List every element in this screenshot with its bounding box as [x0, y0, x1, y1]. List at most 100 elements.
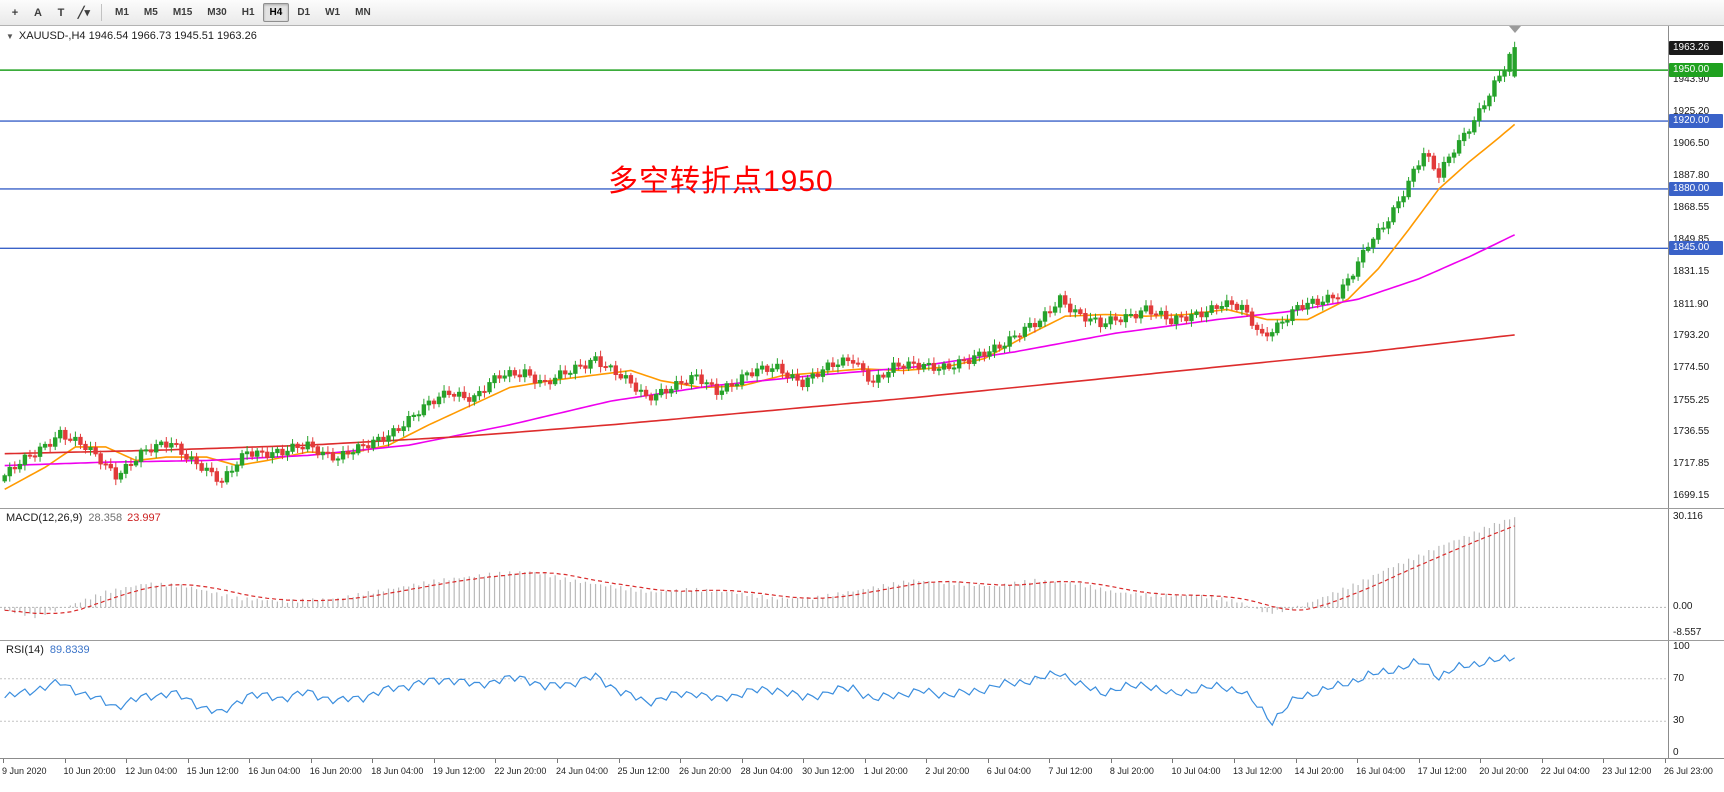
timeframe-m5[interactable]: M5: [143, 7, 158, 18]
candle: [401, 426, 406, 432]
candle: [1472, 120, 1477, 133]
candle: [1315, 298, 1320, 305]
price-axis[interactable]: 1943.90 1925.20 1906.50 1887.80 1868.55 1849.…: [1668, 26, 1724, 508]
time-tick: [1172, 759, 1174, 763]
candle: [1320, 301, 1325, 305]
candle: [376, 436, 381, 441]
candle: [1285, 320, 1290, 323]
candle: [861, 363, 866, 371]
candle: [1103, 323, 1108, 328]
timeframe-m1[interactable]: M1: [115, 7, 129, 18]
time-tick: [864, 759, 866, 763]
rsi-axis-tick: 0: [1673, 747, 1679, 758]
candle: [1229, 300, 1235, 305]
candle: [537, 379, 543, 384]
candle: [209, 467, 214, 473]
chart-annotation[interactable]: 多空转折点1950: [608, 165, 834, 198]
candle: [280, 448, 285, 456]
rsi-panel: RSI(14) 89.8339 100 70 30 0: [0, 640, 1724, 758]
candle: [1411, 168, 1416, 182]
chart-shift-marker-icon[interactable]: [1509, 26, 1521, 33]
candle: [103, 463, 108, 466]
time-tick: [1110, 759, 1112, 763]
time-label: 16 Jul 04:00: [1356, 766, 1406, 776]
candle: [1143, 305, 1149, 312]
candle: [1184, 316, 1189, 322]
timeframe-w1[interactable]: W1: [325, 7, 341, 18]
candle: [1214, 305, 1219, 309]
candle: [749, 372, 755, 377]
candle: [108, 463, 113, 469]
candle: [1416, 165, 1421, 170]
candle: [477, 390, 482, 397]
candle: [754, 368, 760, 377]
timeframe-d1[interactable]: D1: [297, 7, 311, 18]
collapse-icon[interactable]: ▼: [6, 31, 14, 41]
candle: [1017, 335, 1022, 338]
time-label: 6 Jul 04:00: [986, 766, 1031, 776]
crosshair-icon[interactable]: +: [11, 6, 19, 19]
candle: [1068, 303, 1073, 313]
time-axis[interactable]: 9 Jun 2020 10 Jun 20:00 12 Jun 04:00 15 Jun…: [0, 758, 1724, 792]
candle: [704, 382, 709, 385]
candle: [1194, 311, 1199, 316]
candle: [1219, 306, 1224, 309]
rsi-axis[interactable]: 100 70 30 0: [1668, 641, 1724, 758]
draw-tools-dropdown[interactable]: ╱▾: [77, 7, 91, 19]
candle: [1350, 275, 1356, 280]
candle: [63, 429, 68, 440]
candle: [1446, 156, 1452, 163]
time-tick: [187, 759, 189, 763]
time-label: 18 Jun 04:00: [371, 766, 424, 776]
candle: [1244, 304, 1250, 313]
timeframe-h1[interactable]: H1: [241, 7, 255, 18]
level-price-badge: 1845.00: [1669, 241, 1723, 256]
candle: [1002, 345, 1007, 349]
candle: [204, 467, 209, 471]
candle: [1174, 315, 1179, 325]
candle: [588, 359, 593, 369]
candle: [436, 396, 442, 405]
candle: [482, 390, 487, 393]
candle: [1295, 305, 1300, 311]
time-tick: [741, 759, 743, 763]
candle: [1497, 75, 1502, 82]
macd-axis[interactable]: 30.116 0.00 -8.557: [1668, 509, 1724, 640]
candle: [901, 365, 906, 369]
price-tick: 1943.90: [1673, 74, 1710, 86]
candle: [1376, 228, 1381, 240]
candle: [734, 384, 740, 387]
symbol-ohlc-text: XAUUSD-,H4 1946.54 1966.73 1945.51 1963.…: [18, 30, 257, 42]
price-tick: 1717.85: [1673, 458, 1710, 470]
text-label-tool[interactable]: A: [34, 6, 42, 19]
candle: [931, 362, 937, 371]
price-tick: 1925.20: [1673, 106, 1710, 118]
candle: [17, 463, 23, 470]
candle: [1345, 278, 1351, 286]
timeframe-mn[interactable]: MN: [355, 7, 371, 18]
time-label: 1 Jul 20:00: [863, 766, 908, 776]
time-tick: [1541, 759, 1543, 763]
timeframe-m30[interactable]: M30: [207, 7, 227, 18]
candle: [1057, 295, 1063, 308]
candle: [507, 370, 512, 377]
price-tick: 1811.90: [1673, 298, 1709, 310]
candle: [729, 383, 735, 387]
candle: [335, 458, 341, 461]
candle: [42, 443, 48, 448]
toolbar-separator: [101, 4, 102, 21]
candlestick-chart[interactable]: [0, 26, 1668, 508]
timeframe-m15[interactable]: M15: [172, 7, 193, 18]
level-price-badge: 1950.00: [1669, 63, 1723, 78]
candle: [881, 374, 886, 378]
rsi-chart[interactable]: [0, 641, 1668, 758]
candle: [138, 449, 144, 462]
candle: [1118, 319, 1123, 323]
candle: [1199, 311, 1204, 318]
candle: [638, 389, 644, 392]
time-label: 17 Jul 12:00: [1417, 766, 1467, 776]
candle: [1042, 311, 1048, 322]
timeframe-h4[interactable]: H4: [262, 3, 290, 22]
text-box-tool[interactable]: T: [57, 6, 65, 19]
macd-chart[interactable]: [0, 509, 1668, 640]
